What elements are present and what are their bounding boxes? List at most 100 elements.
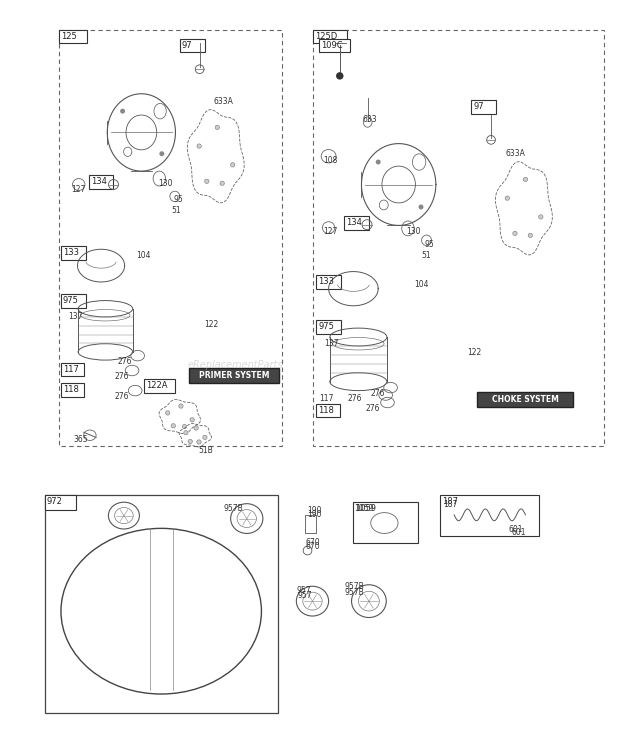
Text: 276: 276 [115, 392, 129, 401]
Text: 670: 670 [306, 538, 321, 547]
Text: 127: 127 [71, 185, 86, 193]
Bar [316, 275, 341, 289]
Text: 972: 972 [46, 497, 63, 506]
Text: 134: 134 [346, 218, 362, 227]
Text: 276: 276 [347, 394, 361, 403]
Bar [477, 392, 574, 407]
Circle shape [159, 151, 164, 156]
Text: 130: 130 [406, 227, 420, 236]
Text: eReplacementParts: eReplacementParts [188, 359, 283, 370]
Bar [180, 39, 205, 52]
Text: 97: 97 [473, 103, 484, 112]
Text: 957B: 957B [344, 582, 364, 591]
Bar [471, 100, 496, 114]
Circle shape [179, 404, 183, 408]
Text: 117: 117 [319, 394, 334, 403]
Text: 957: 957 [296, 586, 311, 594]
Circle shape [418, 205, 423, 210]
Text: 187: 187 [442, 497, 458, 506]
Text: 95: 95 [425, 240, 435, 248]
Circle shape [197, 144, 202, 148]
Text: 51: 51 [422, 251, 432, 260]
Bar [61, 246, 86, 260]
Circle shape [523, 177, 528, 182]
Text: 97: 97 [182, 42, 192, 51]
Bar [89, 175, 113, 189]
Bar [313, 30, 347, 43]
Text: 117: 117 [63, 365, 79, 374]
Circle shape [231, 163, 235, 167]
Circle shape [188, 439, 192, 443]
Text: 670: 670 [306, 542, 321, 551]
Text: 190: 190 [307, 510, 321, 519]
Text: 957: 957 [298, 591, 312, 600]
Text: 137: 137 [68, 312, 82, 321]
Text: 95: 95 [174, 195, 184, 204]
Text: 104: 104 [136, 251, 151, 260]
Bar [353, 502, 418, 543]
Bar [61, 383, 84, 397]
Text: 975: 975 [63, 296, 79, 305]
Text: 276: 276 [115, 372, 129, 381]
Circle shape [513, 231, 517, 236]
Text: 276: 276 [118, 357, 132, 366]
Circle shape [220, 181, 224, 185]
Bar [59, 30, 87, 43]
Bar [61, 294, 86, 308]
Circle shape [171, 423, 175, 428]
Text: 601: 601 [508, 525, 523, 534]
Circle shape [376, 159, 381, 164]
Text: 133: 133 [63, 248, 79, 257]
Text: 104: 104 [414, 280, 428, 289]
Bar [45, 495, 278, 713]
Text: 122: 122 [205, 320, 219, 329]
Text: 365: 365 [73, 435, 88, 444]
Text: 130: 130 [158, 179, 172, 187]
Text: 134: 134 [91, 177, 107, 186]
Bar [144, 379, 175, 393]
Bar [189, 368, 279, 383]
Text: 957B: 957B [223, 504, 243, 513]
Circle shape [539, 215, 543, 219]
Text: 276: 276 [371, 389, 385, 398]
Circle shape [336, 72, 343, 80]
Text: 51: 51 [172, 206, 182, 215]
Bar [316, 320, 341, 334]
Text: 133: 133 [318, 278, 334, 286]
Text: 633A: 633A [214, 97, 234, 106]
Text: 118: 118 [63, 385, 79, 394]
Text: 601: 601 [512, 528, 526, 537]
Bar [61, 363, 84, 376]
Bar [59, 30, 282, 446]
Text: 122A: 122A [146, 382, 168, 391]
Circle shape [190, 417, 194, 422]
Circle shape [184, 431, 188, 434]
Circle shape [120, 109, 125, 114]
Text: 122: 122 [467, 348, 481, 357]
Circle shape [505, 196, 510, 200]
Text: 633A: 633A [505, 149, 525, 158]
Text: PRIMER SYSTEM: PRIMER SYSTEM [199, 371, 269, 380]
Text: 125: 125 [61, 32, 77, 41]
Text: CHOKE SYSTEM: CHOKE SYSTEM [492, 395, 559, 404]
Bar [45, 495, 76, 510]
Circle shape [215, 125, 219, 129]
Text: 957B: 957B [345, 588, 365, 597]
Circle shape [194, 426, 198, 430]
Circle shape [203, 435, 207, 440]
Text: 51B: 51B [198, 446, 213, 455]
Text: 276: 276 [366, 404, 380, 413]
Bar [305, 515, 316, 533]
Circle shape [166, 411, 170, 415]
Text: 1059: 1059 [355, 504, 374, 513]
Text: 137: 137 [324, 339, 339, 347]
Text: 190: 190 [307, 506, 321, 515]
Text: 633: 633 [363, 115, 378, 124]
Circle shape [197, 440, 201, 444]
Bar [319, 39, 350, 52]
Bar [313, 30, 604, 446]
Circle shape [205, 179, 209, 184]
Bar [440, 495, 539, 536]
Text: 1059: 1059 [355, 504, 376, 513]
Text: 108: 108 [324, 156, 338, 165]
